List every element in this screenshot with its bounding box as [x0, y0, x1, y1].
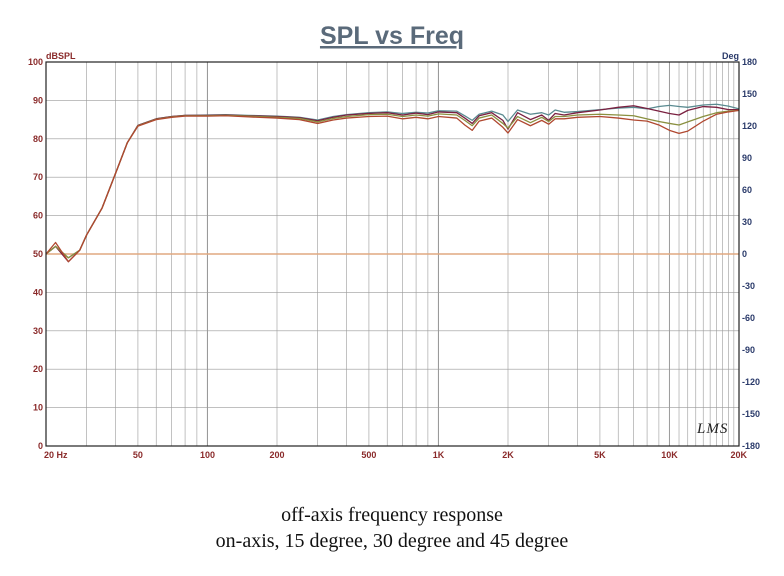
- left-tick-label: 100: [28, 57, 43, 67]
- left-tick-label: 40: [33, 287, 43, 297]
- right-tick-label: -60: [742, 313, 755, 323]
- series-line-0: [45, 103, 740, 259]
- right-tick-label: 120: [742, 121, 757, 131]
- right-tick-label: 0: [742, 249, 747, 259]
- left-axis-label: dBSPL: [46, 51, 76, 61]
- left-tick-label: 60: [33, 211, 43, 221]
- series-line-1: [45, 105, 739, 263]
- right-tick-label: -180: [742, 441, 760, 451]
- right-tick-label: -150: [742, 409, 760, 419]
- right-axis: -180 -150 -120 -90 -60 -30 0 30 60 90 120 150 180: [742, 57, 760, 451]
- right-tick-label: -90: [742, 345, 755, 355]
- x-tick-label: 50: [133, 450, 143, 460]
- caption-line-1: off-axis frequency response: [281, 504, 503, 526]
- right-tick-label: 60: [742, 185, 752, 195]
- caption-line-2: on-axis, 15 degree, 30 degree and 45 deg…: [215, 530, 569, 552]
- watermark-logo: LMS: [697, 421, 729, 437]
- spl-chart: SPL vs Freq dBSPL Deg 0 10 20 30 40 50 60 70 80 9…: [28, 22, 760, 460]
- series-line-2: [45, 109, 740, 259]
- series-line-3: [45, 109, 740, 263]
- x-tick-label: 200: [269, 450, 284, 460]
- right-tick-label: -30: [742, 281, 755, 291]
- right-tick-label: 30: [742, 217, 752, 227]
- right-tick-label: 90: [742, 153, 752, 163]
- x-axis: 20 Hz 50 100 200 500 1K 2K 5K 10K 20K: [44, 450, 747, 460]
- x-tick-label: 20 Hz: [44, 450, 68, 460]
- left-tick-label: 90: [33, 95, 43, 105]
- plot-frame: [45, 61, 740, 447]
- x-tick-label: 500: [361, 450, 376, 460]
- right-tick-label: 180: [742, 57, 757, 67]
- x-tick-label: 100: [200, 450, 215, 460]
- x-tick-label: 2K: [502, 450, 514, 460]
- right-tick-label: -120: [742, 377, 760, 387]
- x-tick-label: 20K: [730, 450, 747, 460]
- left-tick-label: 80: [33, 134, 43, 144]
- left-tick-label: 70: [33, 172, 43, 182]
- left-axis: 0 10 20 30 40 50 60 70 80 90 100: [28, 57, 43, 451]
- left-tick-label: 10: [33, 403, 43, 413]
- x-tick-label: 5K: [594, 450, 606, 460]
- x-tick-label: 10K: [661, 450, 678, 460]
- series-group: [45, 103, 740, 263]
- left-tick-label: 20: [33, 364, 43, 374]
- right-tick-label: 150: [742, 89, 757, 99]
- chart-title: SPL vs Freq: [320, 22, 464, 50]
- left-tick-label: 0: [38, 441, 43, 451]
- left-tick-label: 30: [33, 326, 43, 336]
- left-tick-label: 50: [33, 249, 43, 259]
- x-tick-label: 1K: [433, 450, 445, 460]
- right-axis-label: Deg: [722, 51, 739, 61]
